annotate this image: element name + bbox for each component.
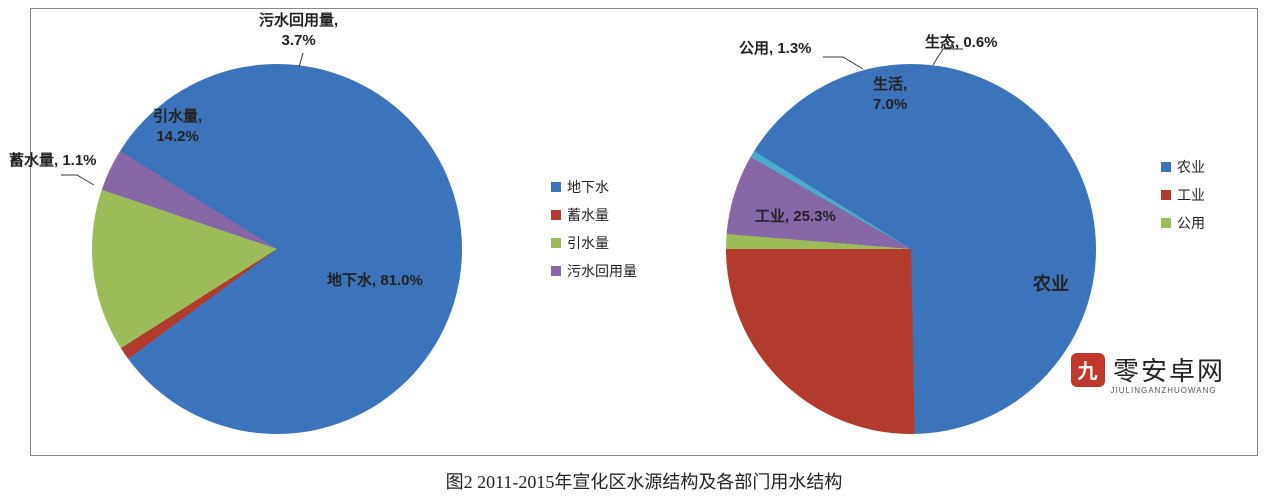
watermark-logo: 九 — [1071, 353, 1105, 387]
legend-item: 农业 — [1161, 157, 1205, 177]
figure-caption: 图2 2011-2015年宣化区水源结构及各部门用水结构 — [0, 468, 1288, 494]
watermark-subtext: JIULINGANZHUOWANG — [1111, 386, 1225, 395]
legend-label: 农业 — [1177, 157, 1205, 177]
watermark: 九 零安卓网 JIULINGANZHUOWANG — [1071, 351, 1225, 395]
legend-label: 工业 — [1177, 185, 1205, 205]
pie2-legend: 农业工业公用 — [1161, 149, 1205, 241]
pie2-label-industry: 工业, 25.3% — [755, 207, 836, 227]
legend-swatch — [1161, 190, 1171, 200]
legend-label: 公用 — [1177, 213, 1205, 233]
legend-swatch — [1161, 218, 1171, 228]
pie2-label-ecology: 生态, 0.6% — [925, 33, 998, 53]
pie2-label-agriculture: 农业 — [1033, 273, 1069, 296]
watermark-text: 零安卓网 — [1113, 351, 1225, 388]
chart-area: 地下水, 81.0% 蓄水量, 1.1% 引水量,14.2% 污水回用量,3.7… — [31, 9, 1257, 455]
pie2-label-public: 公用, 1.3% — [739, 39, 812, 59]
legend-item: 公用 — [1161, 213, 1205, 233]
legend-item: 工业 — [1161, 185, 1205, 205]
chart-frame: 地下水, 81.0% 蓄水量, 1.1% 引水量,14.2% 污水回用量,3.7… — [30, 8, 1258, 456]
pie2-label-domestic: 生活,7.0% — [873, 75, 907, 114]
legend-swatch — [1161, 162, 1171, 172]
